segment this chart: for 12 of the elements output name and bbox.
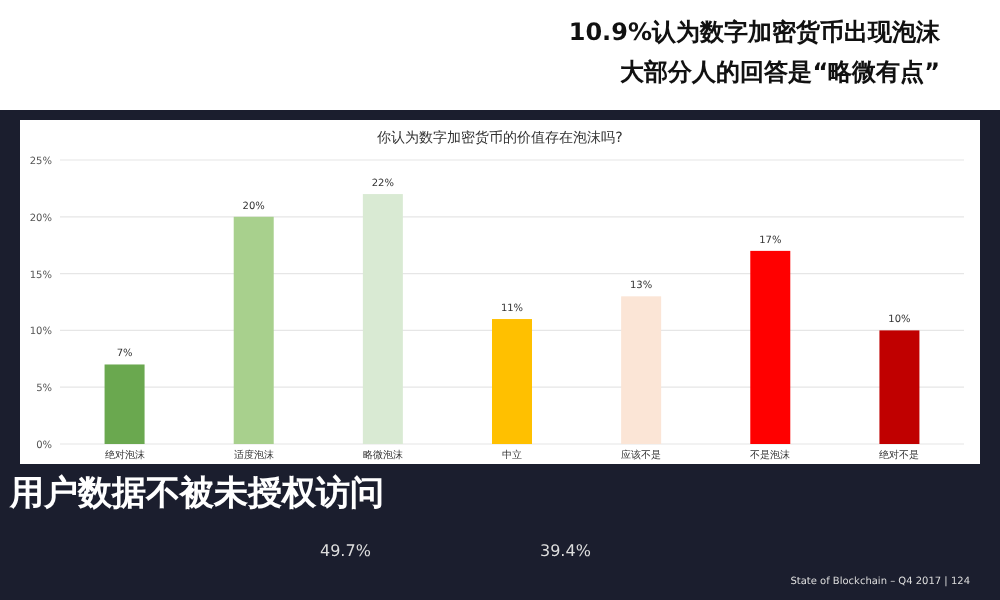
bar [492,319,532,444]
text: 用户数据不被未授权访问 [8,474,384,514]
bar [750,250,791,444]
bar [104,364,145,444]
bar [362,194,403,444]
bar [879,330,920,444]
bar [621,296,662,444]
bar [233,216,274,444]
text: 大部分人的回答是“略微有点” [620,58,940,86]
text: 39.4% [540,542,592,560]
text: 49.7% [320,542,372,560]
text: 10.9%认为数字加密货币出现泡沫 [568,18,942,46]
